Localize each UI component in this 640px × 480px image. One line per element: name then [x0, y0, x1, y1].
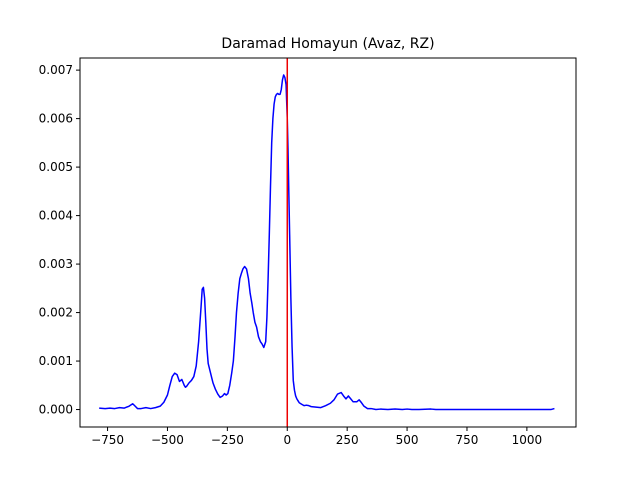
x-tick-label: 1000: [512, 433, 543, 447]
y-tick-label: 0.002: [39, 306, 73, 320]
plot-area: [99, 58, 555, 427]
x-tick-label: −750: [91, 433, 124, 447]
x-tick-label: −250: [211, 433, 244, 447]
x-tick-label: 0: [283, 433, 291, 447]
y-tick-label: 0.007: [39, 63, 73, 77]
y-tick-label: 0.001: [39, 354, 73, 368]
x-tick-label: 750: [456, 433, 479, 447]
axes-frame: [79, 57, 577, 428]
y-tick-label: 0.005: [39, 160, 73, 174]
y-tick-label: 0.000: [39, 403, 73, 417]
x-axis: −750 −500 −250 0 250 500 750 1000: [91, 427, 542, 447]
y-tick-label: 0.003: [39, 257, 73, 271]
y-tick-label: 0.006: [39, 112, 73, 126]
x-tick-label: 500: [396, 433, 419, 447]
x-tick-label: −500: [151, 433, 184, 447]
chart-title: Daramad Homayun (Avaz, RZ): [221, 36, 434, 52]
y-tick-label: 0.004: [39, 209, 73, 223]
y-axis: 0.000 0.001 0.002 0.003 0.004 0.005 0.006 0.007: [39, 63, 80, 417]
series-line-0: [99, 74, 555, 411]
x-tick-label: 250: [336, 433, 359, 447]
